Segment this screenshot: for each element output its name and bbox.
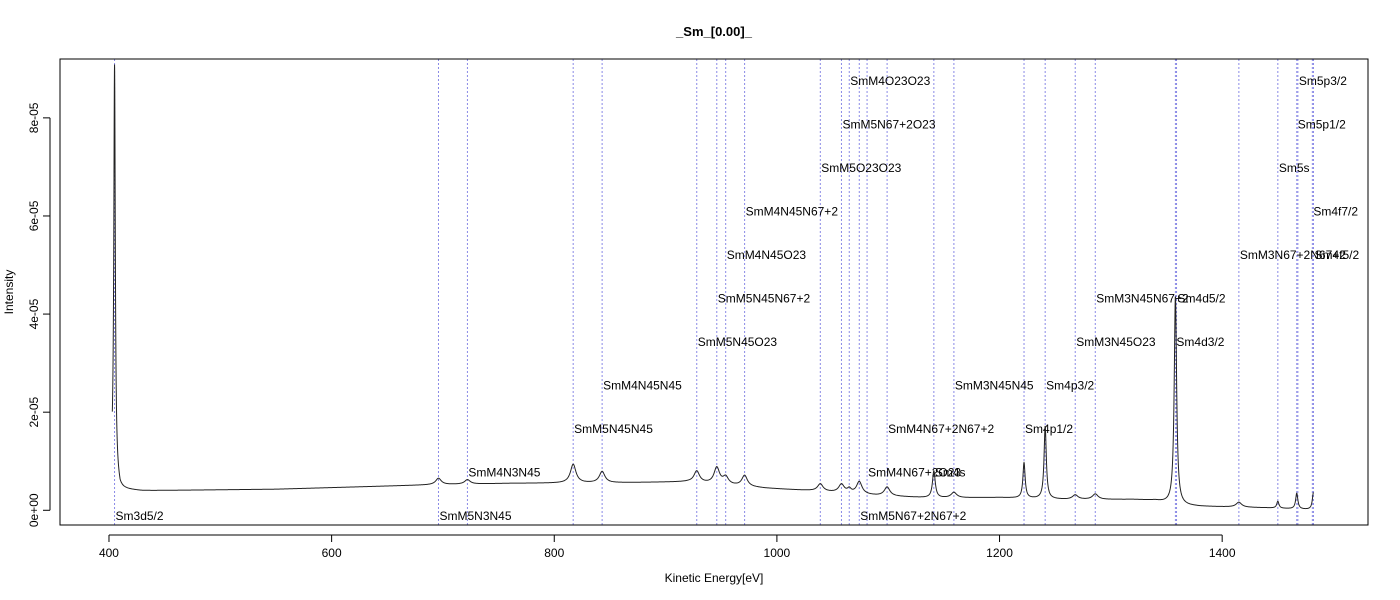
peak-label: SmM4N45N45 (603, 379, 682, 393)
x-tick-label: 600 (322, 546, 342, 560)
y-tick-label: 6e-05 (27, 200, 41, 231)
x-axis-label: Kinetic Energy[eV] (665, 571, 764, 585)
x-axis: 400 600 800 1000 1200 1400 (99, 534, 1236, 560)
peak-label: Sm4p3/2 (1046, 379, 1094, 393)
peak-label: Sm4p1/2 (1025, 422, 1073, 436)
peak-label: SmM5N45N67+2 (718, 291, 811, 305)
peak-label: Sm4d3/2 (1176, 335, 1224, 349)
x-tick-label: 1400 (1209, 546, 1236, 560)
peak-label: SmM3N45N67+2 (1096, 291, 1189, 305)
peak-label: Sm5s (1279, 161, 1310, 175)
x-tick-label: 1200 (986, 546, 1013, 560)
plot-frame (59, 58, 1369, 526)
peak-label: Sm4d5/2 (1178, 291, 1226, 305)
peak-label: Sm5p3/2 (1299, 74, 1347, 88)
peak-label: SmM4N67+2O23 (868, 466, 961, 480)
peak-label: SmM5N45N45 (574, 422, 653, 436)
y-axis: 0e+00 2e-05 4e-05 6e-05 8e-05 (27, 102, 51, 527)
peak-label: SmM4N67+2N67+2 (888, 422, 994, 436)
peak-label: Sm4s (935, 466, 966, 480)
peak-label: SmM5N67+2O23 (842, 118, 935, 132)
peak-label: SmM5O23O23 (821, 161, 901, 175)
peak-label: SmM4N3N45 (468, 466, 540, 480)
peak-label: Sm4f5/2 (1314, 248, 1359, 262)
peak-marker-lines (114, 59, 1314, 525)
peak-label: SmM5N45O23 (698, 335, 778, 349)
peak-label: SmM3N67+2N67+2 (1240, 248, 1346, 262)
chart-title: _Sm_[0.00]_ (675, 24, 753, 39)
peak-label: Sm5p1/2 (1298, 118, 1346, 132)
peak-label: SmM3N45N45 (955, 379, 1034, 393)
y-tick-label: 8e-05 (27, 102, 41, 133)
peak-label: SmM5N3N45 (439, 509, 511, 523)
peak-label: SmM5N67+2N67+2 (860, 509, 966, 523)
y-tick-label: 4e-05 (27, 298, 41, 329)
peak-label: SmM4N45O23 (727, 248, 807, 262)
peak-label: SmM3N45O23 (1076, 335, 1156, 349)
peak-label: Sm3d5/2 (116, 509, 164, 523)
peak-labels: Sm3d5/2 SmM5N3N45 SmM4N3N45 SmM5N45N45 SmM4N… (116, 74, 1360, 523)
y-axis-label: Intensity (2, 270, 16, 315)
x-tick-label: 400 (99, 546, 119, 560)
series-layer (111, 64, 1314, 510)
x-tick-label: 1000 (764, 546, 791, 560)
x-tick-label: 800 (544, 546, 564, 560)
peak-label: SmM4N45N67+2 (746, 205, 839, 219)
y-tick-label: 2e-05 (27, 397, 41, 428)
peak-label: SmM4O23O23 (850, 74, 930, 88)
y-tick-label: 0e+00 (27, 493, 41, 527)
spectrum-line (111, 64, 1314, 510)
peak-label: Sm4f7/2 (1313, 205, 1358, 219)
